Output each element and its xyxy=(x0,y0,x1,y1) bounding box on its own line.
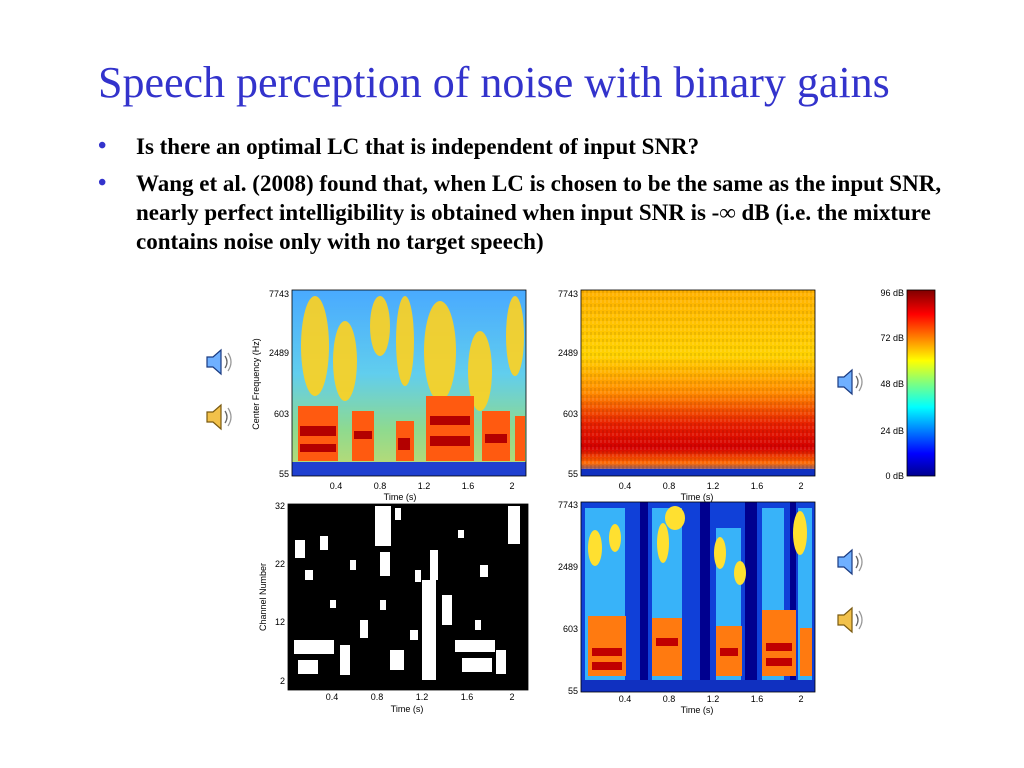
x-tick-label: 1.2 xyxy=(418,481,431,491)
x-tick-label: 0.4 xyxy=(326,692,339,702)
bullet-item: • Is there an optimal LC that is independ… xyxy=(98,132,958,161)
x-tick-label: 1.2 xyxy=(707,694,720,704)
speaker-icon[interactable] xyxy=(203,400,237,434)
speech-spectrogram-panel: 7743 2489 603 55 0.4 0.8 1.2 1.6 2 Time … xyxy=(251,289,527,502)
y-tick-label: 2489 xyxy=(269,348,289,358)
y-tick-label: 22 xyxy=(275,559,285,569)
y-tick-label: 603 xyxy=(563,409,578,419)
y-tick-label: 7743 xyxy=(558,289,578,299)
colorbar-tick-label: 96 dB xyxy=(880,288,904,298)
x-tick-label: 1.6 xyxy=(461,692,474,702)
x-tick-label: 1.6 xyxy=(751,481,764,491)
y-tick-label: 2489 xyxy=(558,562,578,572)
y-axis-label: Channel Number xyxy=(258,563,268,631)
x-tick-label: 0.4 xyxy=(619,481,632,491)
y-axis-label: Center Frequency (Hz) xyxy=(251,338,261,430)
colorbar-panel: 96 dB 72 dB 48 dB 24 dB 0 dB xyxy=(880,288,936,481)
y-tick-label: 55 xyxy=(568,469,578,479)
x-tick-label: 2 xyxy=(798,694,803,704)
x-tick-label: 2 xyxy=(509,481,514,491)
x-tick-label: 2 xyxy=(798,481,803,491)
y-tick-label: 12 xyxy=(275,617,285,627)
slide-title: Speech perception of noise with binary g… xyxy=(98,58,890,107)
x-axis-label: Time (s) xyxy=(391,704,424,714)
speaker-icon[interactable] xyxy=(834,365,868,399)
plot-frame xyxy=(287,503,529,691)
bullet-list: • Is there an optimal LC that is independ… xyxy=(98,132,958,264)
bullet-dot: • xyxy=(98,170,107,196)
colorbar-tick-label: 0 dB xyxy=(885,471,904,481)
x-tick-label: 0.8 xyxy=(374,481,387,491)
y-tick-label: 2 xyxy=(280,676,285,686)
x-tick-label: 0.4 xyxy=(330,481,343,491)
speech-spectrogram-image xyxy=(292,290,526,476)
colorbar-tick-label: 24 dB xyxy=(880,426,904,436)
x-tick-label: 0.8 xyxy=(663,694,676,704)
x-tick-label: 0.4 xyxy=(619,694,632,704)
noise-spectrogram-image xyxy=(581,290,815,476)
colorbar-tick-label: 72 dB xyxy=(880,333,904,343)
y-tick-label: 7743 xyxy=(269,289,289,299)
bullet-item: • Wang et al. (2008) found that, when LC … xyxy=(98,169,958,256)
binary-mask-image xyxy=(288,504,528,690)
bullet-text: Is there an optimal LC that is independe… xyxy=(136,134,700,159)
bullet-dot: • xyxy=(98,133,107,159)
speaker-icon[interactable] xyxy=(834,603,868,637)
colorbar-tick-label: 48 dB xyxy=(880,379,904,389)
y-tick-label: 32 xyxy=(275,501,285,511)
x-axis-label: Time (s) xyxy=(384,492,417,502)
speaker-icon[interactable] xyxy=(203,345,237,379)
y-tick-label: 7743 xyxy=(558,500,578,510)
x-tick-label: 1.6 xyxy=(462,481,475,491)
y-tick-label: 603 xyxy=(563,624,578,634)
x-tick-label: 1.2 xyxy=(707,481,720,491)
x-tick-label: 0.8 xyxy=(371,692,384,702)
y-tick-label: 603 xyxy=(274,409,289,419)
plot-frame xyxy=(580,289,816,477)
plot-frame xyxy=(291,289,527,477)
x-tick-label: 1.2 xyxy=(416,692,429,702)
x-axis-label: Time (s) xyxy=(681,492,714,502)
x-tick-label: 2 xyxy=(509,692,514,702)
x-tick-label: 0.8 xyxy=(663,481,676,491)
y-tick-label: 2489 xyxy=(558,348,578,358)
y-tick-label: 55 xyxy=(568,686,578,696)
colorbar-gradient xyxy=(906,289,936,477)
speaker-icon[interactable] xyxy=(834,545,868,579)
noise-spectrogram-panel: 7743 2489 603 55 0.4 0.8 1.2 1.6 2 Time … xyxy=(558,289,816,502)
y-tick-label: 55 xyxy=(279,469,289,479)
bullet-text: Wang et al. (2008) found that, when LC i… xyxy=(136,171,942,254)
resynth-spectrogram-panel: 7743 2489 603 55 0.4 0.8 1.2 1.6 2 Time … xyxy=(558,500,816,715)
resynth-spectrogram-image xyxy=(581,502,815,692)
x-tick-label: 1.6 xyxy=(751,694,764,704)
plot-frame xyxy=(580,501,816,693)
binary-mask-panel: 32 22 12 2 0.4 0.8 1.2 1.6 2 Time (s) Ch… xyxy=(258,501,529,714)
x-axis-label: Time (s) xyxy=(681,705,714,715)
